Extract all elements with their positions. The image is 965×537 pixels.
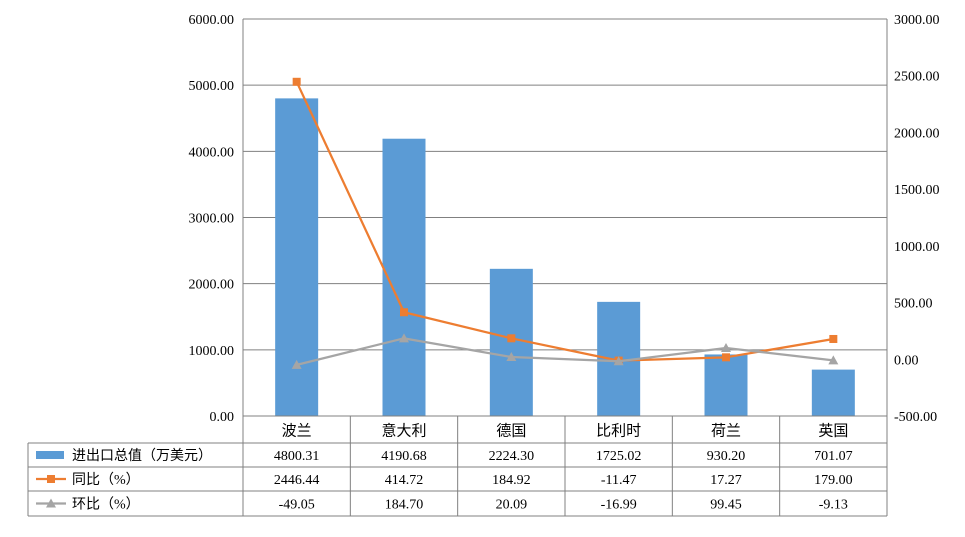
category-label: 英国: [818, 422, 848, 440]
right-tick-label: 0.00: [894, 353, 919, 368]
bar: [704, 354, 748, 416]
data-table-value: 2224.30: [489, 449, 535, 464]
data-table-value: 2446.44: [274, 473, 320, 488]
left-tick-label: 0.00: [210, 410, 235, 425]
data-table-value: -49.05: [279, 498, 315, 513]
left-axis-ticks: 0.00 1000.00 2000.00 3000.00 4000.00 5000.00 6…: [189, 13, 235, 425]
line-point-marker: [721, 343, 731, 353]
right-tick-label: 1000.00: [894, 240, 940, 255]
data-table-value: 20.09: [496, 498, 528, 513]
legend-series-name: 同比（%）: [72, 472, 140, 488]
right-tick-label: 2500.00: [894, 70, 940, 85]
left-tick-label: 3000.00: [189, 212, 235, 227]
series-line: [295, 81, 834, 362]
bar: [811, 369, 855, 416]
legend-series-name: 环比（%）: [72, 497, 140, 513]
line-point-marker: [613, 356, 624, 366]
legend-key-bar: [36, 451, 64, 459]
left-tick-label: 5000.00: [189, 79, 235, 94]
legend-key-marker: [46, 498, 56, 508]
data-table-value: 414.72: [385, 473, 424, 488]
right-axis-ticks: -500.00 0.00 500.00 1000.00 1500.00 2000.00 25…: [894, 13, 940, 425]
line-point-marker: [291, 359, 302, 369]
right-tick-label: -500.00: [894, 410, 937, 425]
left-tick-label: 6000.00: [189, 13, 235, 28]
right-tick-label: 2000.00: [894, 126, 940, 141]
line-point-marker: [292, 77, 301, 86]
data-table-value: 4800.31: [274, 449, 320, 464]
right-tick-label: 3000.00: [894, 13, 940, 28]
category-label: 意大利: [381, 422, 426, 440]
data-table-value: -16.99: [601, 498, 637, 513]
data-table-value: 99.45: [710, 498, 742, 513]
line-point-marker: [400, 308, 408, 317]
legend-key-marker: [47, 475, 55, 483]
category-label: 波兰: [282, 423, 312, 440]
data-table-value: 930.20: [707, 449, 746, 464]
line-series: [291, 77, 839, 369]
data-table-value: 184.70: [385, 498, 424, 513]
right-tick-label: 1500.00: [894, 183, 940, 198]
data-table-value: -9.13: [819, 498, 848, 513]
data-table-value: 701.07: [814, 449, 853, 464]
line-point-marker: [828, 355, 839, 365]
series-line: [296, 337, 834, 366]
left-tick-label: 1000.00: [189, 344, 235, 359]
data-table-value: 1725.02: [596, 449, 642, 464]
data-table-value: -11.47: [601, 473, 637, 488]
data-table-value: 184.92: [492, 473, 531, 488]
data-table-value: 4190.68: [381, 449, 427, 464]
gridlines: [243, 18, 887, 351]
bar: [382, 138, 426, 416]
data-table-value: 17.27: [710, 473, 742, 488]
line-point-marker: [829, 334, 838, 343]
category-label: 荷兰: [711, 423, 741, 440]
line-point-marker: [722, 353, 730, 362]
bar-series: [275, 98, 855, 416]
legend-series-name: 进出口总值（万美元）: [72, 448, 212, 464]
data-table-value: 179.00: [814, 473, 853, 488]
left-tick-label: 2000.00: [189, 278, 235, 293]
left-tick-label: 4000.00: [189, 145, 235, 160]
category-label: 德国: [496, 422, 526, 440]
category-label: 比利时: [596, 423, 641, 440]
right-tick-label: 500.00: [894, 297, 933, 312]
line-point-marker: [399, 333, 409, 343]
line-point-marker: [507, 334, 516, 343]
line-point-marker: [506, 352, 517, 362]
